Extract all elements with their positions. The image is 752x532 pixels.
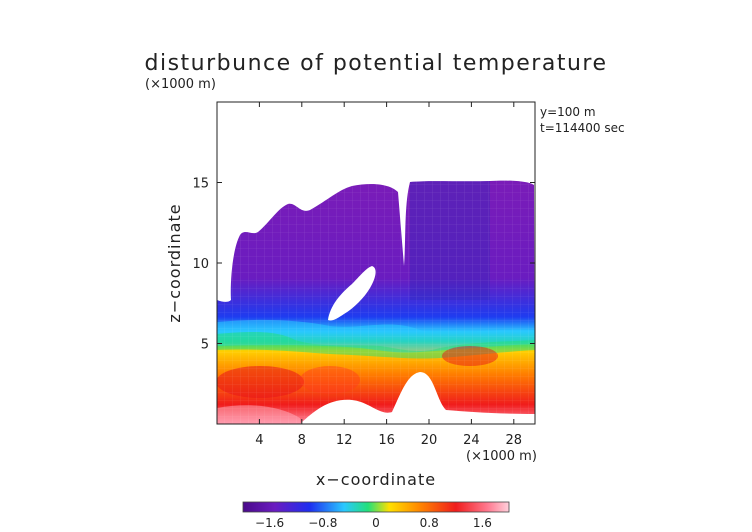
x-tick-label: 24: [463, 433, 480, 448]
colorbar-tick-label: 0.8: [420, 516, 439, 530]
colorbar-ticks: −1.6 −0.8 0 0.8 1.6: [255, 516, 492, 530]
x-unit-label: (×1000 m): [466, 449, 537, 464]
colorbar-tick-label: 1.6: [473, 516, 492, 530]
x-tick-label: 16: [378, 433, 395, 448]
x-tick-label: 8: [298, 433, 306, 448]
annotation-t: t=114400 sec: [540, 121, 625, 135]
x-tick-label: 28: [506, 433, 523, 448]
x-tick-label: 4: [255, 433, 263, 448]
y-tick-label: 15: [192, 177, 209, 192]
y-unit-label: (×1000 m): [145, 77, 216, 92]
x-axis-label: x−coordinate: [316, 470, 436, 489]
chart-title: disturbunce of potential temperature: [145, 51, 608, 76]
colorbar-tick-label: 0: [372, 516, 380, 530]
y-tick-label: 10: [192, 257, 209, 272]
x-tick-label: 20: [421, 433, 438, 448]
x-axis: 4 8 12 16 20 24 28: [255, 102, 522, 448]
colorbar-tick-label: −1.6: [255, 516, 284, 530]
plot-area: [216, 101, 536, 425]
y-axis: 5 10 15: [192, 177, 535, 353]
x-tick-label: 12: [336, 433, 353, 448]
heatmap-field: [217, 102, 535, 424]
y-axis-label: z−coordinate: [165, 203, 184, 322]
colorbar: [242, 501, 510, 513]
y-tick-label: 5: [201, 338, 209, 353]
annotation-y: y=100 m: [540, 105, 596, 119]
colorbar-tick-label: −0.8: [308, 516, 337, 530]
